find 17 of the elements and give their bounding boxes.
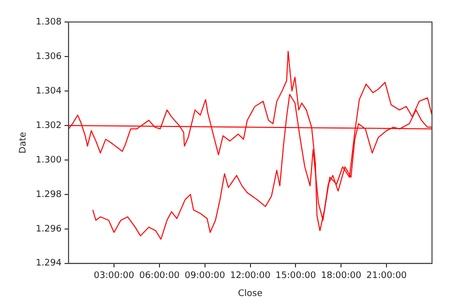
x-tick-label: 15:00:00 xyxy=(276,271,316,282)
x-tick-label: 03:00:00 xyxy=(94,271,134,282)
x-tick-label: 18:00:00 xyxy=(320,271,362,282)
x-tick-label: 21:00:00 xyxy=(366,271,408,282)
y-tick-label: 1.304 xyxy=(36,86,62,96)
y-tick-label: 1.306 xyxy=(36,52,62,62)
x-tick-label: 12:00:00 xyxy=(230,271,271,282)
y-axis-title: Date xyxy=(18,131,29,154)
x-tick-label: 06:00:00 xyxy=(139,271,180,282)
y-tick-label: 1.294 xyxy=(36,258,62,269)
y-tick-label: 1.302 xyxy=(36,120,62,131)
y-tick-label: 1.296 xyxy=(36,224,62,234)
x-tick-label: 09:00:00 xyxy=(184,271,226,282)
y-tick-label: 1.308 xyxy=(36,17,62,28)
y-tick-label: 1.298 xyxy=(36,190,62,200)
x-axis-title: Close xyxy=(238,288,263,299)
y-tick-label: 1.300 xyxy=(36,155,62,166)
